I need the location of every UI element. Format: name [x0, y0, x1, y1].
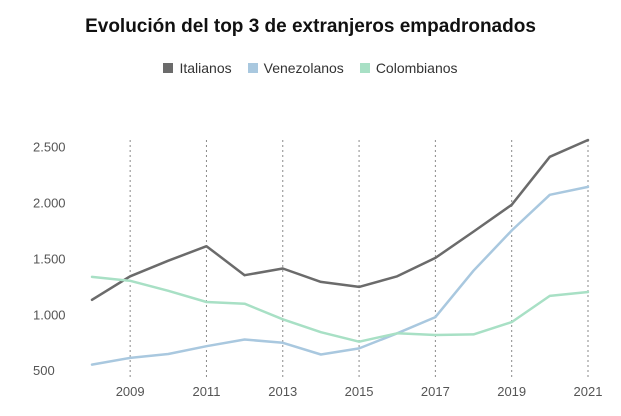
series-line-italianos — [90, 138, 590, 302]
legend-item-italianos[interactable]: Italianos — [163, 60, 232, 76]
legend-label-colombianos: Colombianos — [375, 60, 458, 76]
y-tick-label-500: 500 — [33, 363, 55, 378]
legend-label-italianos: Italianos — [179, 60, 232, 76]
y-tick-label-1.500: 1.500 — [33, 251, 66, 266]
legend-swatch-italianos — [163, 63, 174, 73]
y-tick-label-2.500: 2.500 — [33, 140, 66, 155]
x-tick-label-2021: 2021 — [574, 384, 603, 399]
x-tick-label-2017: 2017 — [421, 384, 450, 399]
x-tick-label-2009: 2009 — [116, 384, 145, 399]
x-tick-label-2013: 2013 — [268, 384, 297, 399]
series-line-colombianos — [90, 275, 590, 343]
y-tick-label-1.000: 1.000 — [33, 307, 66, 322]
x-tick-label-2015: 2015 — [345, 384, 374, 399]
legend-swatch-colombianos — [359, 63, 370, 73]
y-tick-label-2.000: 2.000 — [33, 196, 66, 211]
x-tick-label-2011: 2011 — [192, 384, 220, 399]
series-line-venezolanos — [90, 185, 590, 366]
legend-swatch-venezolanos — [247, 63, 258, 73]
legend-label-venezolanos: Venezolanos — [263, 60, 344, 76]
legend-item-venezolanos[interactable]: Venezolanos — [247, 60, 344, 76]
legend: Italianos Venezolanos Colombianos — [0, 60, 621, 76]
x-tick-label-2019: 2019 — [497, 384, 526, 399]
chart-title: Evolución del top 3 de extranjeros empad… — [85, 16, 536, 37]
legend-item-colombianos[interactable]: Colombianos — [359, 60, 458, 76]
